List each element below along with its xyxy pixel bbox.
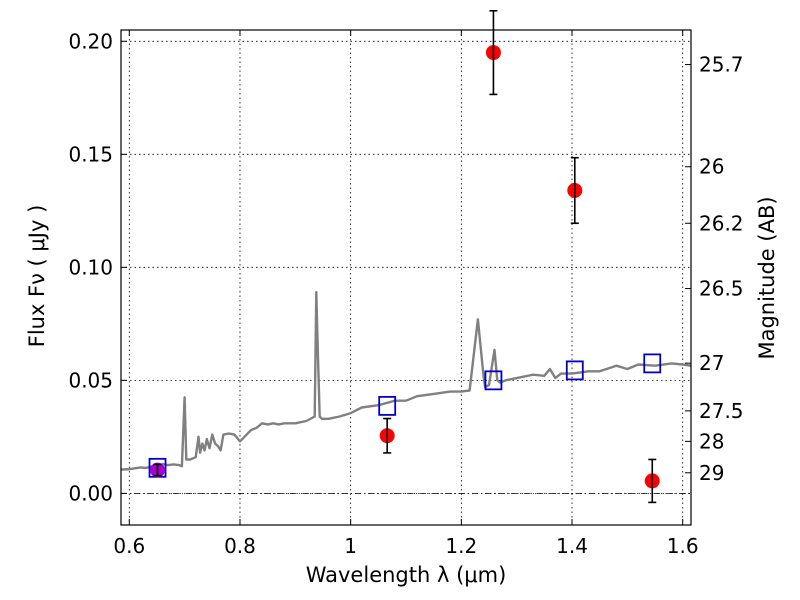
x-tick-label: 1.2 [445, 534, 477, 558]
y2-tick-label: 26.5 [699, 277, 744, 301]
model-flux-square [378, 395, 397, 416]
model-spectrum-line [120, 291, 692, 471]
y-axis-label: Flux Fν ( μJy ) [25, 205, 49, 348]
model-flux-square [484, 370, 503, 391]
y2-tick-label: 27.5 [699, 399, 744, 423]
y-tick-label: 0.10 [68, 255, 113, 279]
y2-tick-label: 26 [699, 155, 724, 179]
y2-ticks: 25.7 26 26.2 26.5 27 27.5 28 29 [685, 53, 744, 485]
y2-axis-label: Magnitude (AB) [755, 196, 779, 359]
y-tick-label: 0.05 [68, 368, 113, 392]
y2-tick-label: 26.2 [699, 211, 744, 235]
x-axis-label: Wavelength λ (μm) [306, 563, 507, 587]
x-tick-label: 0.8 [224, 534, 256, 558]
y2-tick-label: 28 [699, 429, 724, 453]
x-tick-label: 0.6 [113, 534, 145, 558]
x-tick-label: 1.4 [556, 534, 588, 558]
y-ticks: 0.00 0.05 0.10 0.15 0.20 [68, 29, 127, 505]
y2-tick-label: 29 [699, 461, 724, 485]
y-tick-label: 0.20 [68, 29, 113, 53]
model-flux-square [643, 353, 662, 374]
y-tick-label: 0.00 [68, 481, 113, 505]
plot-background [121, 30, 691, 525]
y-tick-label: 0.15 [68, 142, 113, 166]
series-layer [120, 9, 692, 504]
y2-tick-label: 25.7 [699, 53, 744, 77]
plot-frame [120, 29, 692, 526]
x-tick-label: 1 [344, 534, 357, 558]
x-ticks: 0.6 0.8 1 1.2 1.4 1.6 [113, 30, 699, 558]
x-tick-label: 1.6 [667, 534, 699, 558]
model-flux-square [565, 360, 584, 381]
y2-tick-label: 27 [699, 351, 724, 375]
